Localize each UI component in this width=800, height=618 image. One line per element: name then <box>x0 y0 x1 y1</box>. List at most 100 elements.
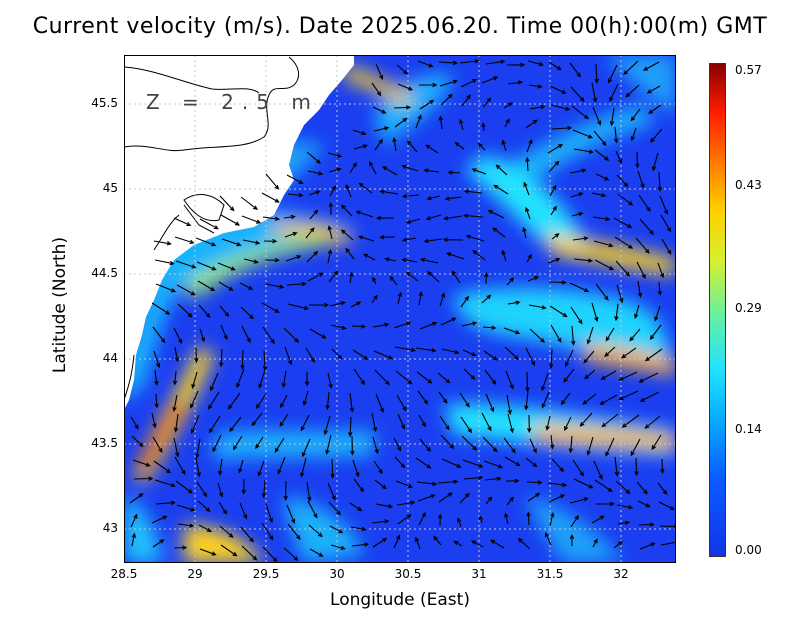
velocity-arrow <box>461 435 478 451</box>
velocity-arrow <box>630 438 641 457</box>
velocity-arrow <box>459 392 470 408</box>
velocity-arrow <box>305 347 315 363</box>
velocity-arrow <box>393 437 402 452</box>
velocity-arrow <box>306 481 312 502</box>
velocity-arrow <box>394 456 406 469</box>
velocity-arrow <box>329 525 344 534</box>
velocity-arrow <box>481 76 499 84</box>
velocity-arrow <box>642 61 660 71</box>
velocity-arrow <box>573 148 594 154</box>
velocity-arrow <box>363 253 376 261</box>
velocity-arrow <box>309 328 327 339</box>
velocity-arrow <box>463 475 484 480</box>
velocity-arrow <box>549 85 567 94</box>
velocity-arrow <box>262 546 278 563</box>
velocity-arrow <box>547 257 561 264</box>
velocity-arrow <box>152 539 165 548</box>
velocity-arrow <box>658 501 675 510</box>
velocity-arrow <box>621 347 637 359</box>
velocity-arrow <box>381 166 398 176</box>
velocity-arrow <box>594 63 600 84</box>
velocity-arrow <box>614 303 619 322</box>
velocity-arrow <box>372 537 388 548</box>
velocity-arrow <box>525 156 530 172</box>
velocity-arrow <box>438 60 459 66</box>
velocity-arrow <box>379 189 399 195</box>
velocity-arrow <box>461 321 478 327</box>
velocity-arrow <box>309 548 324 557</box>
velocity-arrow <box>240 306 254 320</box>
velocity-arrow <box>373 126 390 132</box>
velocity-arrow <box>349 162 357 174</box>
velocity-arrow <box>661 238 672 255</box>
velocity-arrow <box>571 105 590 120</box>
velocity-arrow <box>418 414 426 428</box>
velocity-arrow <box>425 144 439 154</box>
velocity-arrow <box>199 218 219 230</box>
velocity-arrow <box>601 413 619 428</box>
velocity-arrow <box>405 218 421 224</box>
velocity-arrow <box>331 348 343 360</box>
velocity-arrow <box>306 250 319 263</box>
velocity-arrow <box>541 391 550 409</box>
velocity-arrow <box>155 283 177 293</box>
velocity-arrow <box>414 536 421 550</box>
velocity-field-svg <box>124 55 676 563</box>
velocity-arrow <box>579 412 593 427</box>
velocity-arrow <box>279 413 289 427</box>
velocity-arrow <box>151 412 157 429</box>
velocity-arrow <box>503 102 514 109</box>
velocity-arrow <box>283 480 288 501</box>
colorbar-tick: 0.00 <box>735 543 762 557</box>
velocity-arrow <box>241 215 262 224</box>
velocity-arrow <box>340 204 353 217</box>
velocity-arrow <box>634 457 639 477</box>
velocity-arrow <box>307 272 324 282</box>
velocity-arrow <box>441 458 462 468</box>
velocity-arrow <box>504 346 520 361</box>
velocity-arrow <box>417 390 429 405</box>
velocity-arrow <box>593 240 614 248</box>
velocity-arrow <box>441 348 460 355</box>
velocity-arrow <box>471 168 487 175</box>
velocity-arrow <box>593 460 603 480</box>
velocity-arrow <box>309 209 319 220</box>
velocity-arrow <box>526 511 531 526</box>
velocity-arrow <box>618 390 639 401</box>
velocity-arrow <box>639 542 656 550</box>
velocity-arrow <box>130 416 139 430</box>
velocity-arrow <box>490 539 505 549</box>
velocity-arrow <box>638 372 659 383</box>
velocity-arrow <box>501 139 507 152</box>
velocity-arrow <box>549 511 555 527</box>
velocity-arrow <box>198 304 211 318</box>
velocity-arrow <box>379 235 396 240</box>
velocity-arrow <box>657 262 665 279</box>
y-tick: 43.5 <box>91 436 118 450</box>
velocity-arrow <box>548 280 567 285</box>
velocity-arrow <box>461 94 471 107</box>
velocity-arrow <box>660 458 665 474</box>
velocity-arrow <box>453 540 463 547</box>
velocity-arrow <box>401 237 417 243</box>
velocity-arrow <box>570 86 585 103</box>
velocity-arrow <box>396 64 409 75</box>
velocity-arrow <box>524 390 529 411</box>
velocity-arrow <box>393 534 401 549</box>
velocity-arrow <box>460 416 473 434</box>
velocity-arrow <box>371 519 390 524</box>
velocity-arrow <box>416 481 438 487</box>
velocity-arrow <box>439 292 446 307</box>
velocity-arrow <box>506 496 515 506</box>
coastline <box>124 56 300 401</box>
velocity-arrow <box>172 394 178 413</box>
velocity-arrow <box>357 235 375 242</box>
velocity-arrow <box>504 456 521 467</box>
velocity-arrow <box>194 347 199 364</box>
velocity-arrow <box>397 291 403 305</box>
velocity-arrow <box>504 512 509 525</box>
velocity-arrow <box>591 515 605 524</box>
velocity-arrow <box>419 82 438 88</box>
velocity-arrow <box>243 258 259 264</box>
velocity-arrow <box>395 480 414 488</box>
